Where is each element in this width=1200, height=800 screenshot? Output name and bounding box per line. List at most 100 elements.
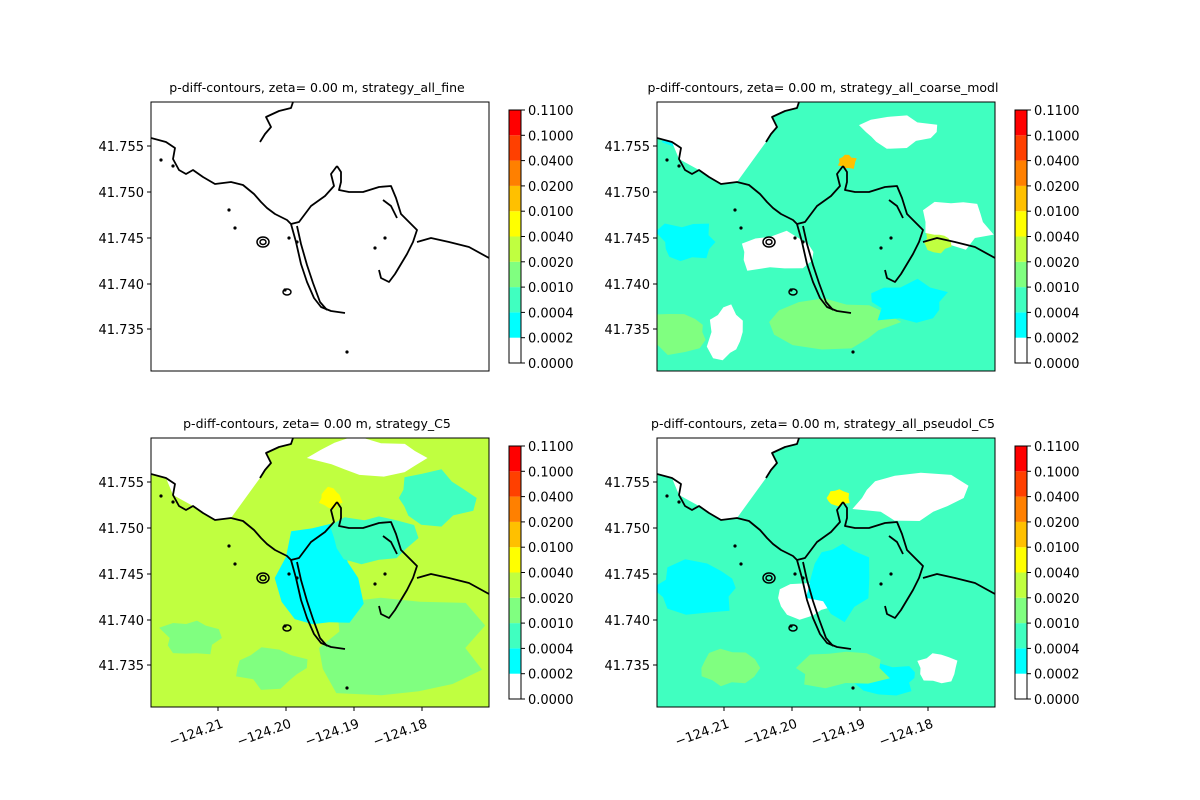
panel-3-colorbar-band-1 [1015,648,1027,674]
panel-1-colorbar-band-6 [1015,185,1027,212]
panel-1-coast-line-3 [765,102,800,143]
panel-1-colorbar-band-9 [1015,110,1027,136]
panel-2-ytick-label-2: 41.745 [99,568,145,583]
panel-1-islet-8 [851,350,855,354]
panel-1-fill-patch-6 [871,278,948,323]
panel-2-colorbar-label-8: 0.0004 [528,642,574,657]
panel-2-island-0 [256,572,270,584]
panel-2-colorbar-label-5: 0.0040 [528,567,574,582]
panel-2-colorbar-label-0: 0.1100 [528,440,574,455]
panel-0-colorbar-label-1: 0.1000 [528,129,574,144]
panel-1-colorbar-band-4 [1015,236,1027,262]
panel-3-colorbar-label-3: 0.0200 [1034,516,1080,531]
panel-1-ytick-label-3: 41.740 [605,278,651,293]
panel-0-coast-line-6 [416,237,489,259]
panel-2-colorbar-band-5 [509,547,521,573]
panel-0-islet-3 [233,226,237,230]
panel-1-colorbar-label-6: 0.0020 [1034,256,1080,271]
panel-3-coast-line-0 [657,473,798,561]
panel-2-islet-6 [383,572,387,576]
panel-3-islet-1 [677,500,681,504]
panel-1-colorbar-label-1: 0.1000 [1034,129,1080,144]
panel-2-fill [151,438,489,707]
panel-3-xticks: −124.21 −124.20 −124.19 −124.18 [673,707,935,750]
panel-2-coast-line-3 [259,438,294,479]
panel-2-ytick-label-0: 41.755 [99,476,145,491]
panel-1-colorbar-label-8: 0.0004 [1034,306,1080,321]
panel-2-islet-0 [159,494,163,498]
panel-1-yticks: 41.755 41.750 41.745 41.740 41.735 [605,140,657,338]
panel-2-islet-1 [171,500,175,504]
panel-3-colorbar-label-8: 0.0004 [1034,642,1080,657]
panel-2-island-1 [259,574,267,582]
panel-1-islet-6 [889,236,893,240]
panel-1-colorbar-label-10: 0.0000 [1034,357,1080,372]
panel-1-land [657,102,799,184]
panel-2-xtick-label-3: −124.18 [371,717,429,750]
panel-2-fill-patch-0 [319,597,486,696]
panel-3-island-0 [762,572,776,584]
panel-0-colorbar-label-5: 0.0040 [528,231,574,246]
panel-0-coast-line-7 [382,199,398,219]
panel-0-colorbar-band-7 [509,160,521,186]
panel-0-title: p-diff-contours, zeta= 0.00 m, strategy_… [169,80,465,95]
panel-3-fill-patch-6 [795,651,890,689]
panel-2-ytick-label-4: 41.735 [99,659,145,674]
panel-1-fill-patch-4 [657,314,706,355]
panel-1-fill-patch-8 [706,304,743,361]
panel-0-colorbar-band-2 [509,287,521,313]
panel-3-xtick-label-0: −124.21 [673,717,731,750]
panel-3-coast-line-5 [842,501,924,619]
panel-0-ytick-label-0: 41.755 [99,140,145,155]
panel-1-coast-line-5 [842,165,924,283]
panel-1-colorbar-label-0: 0.1100 [1034,104,1080,119]
panel-2-fill-patch-3 [159,620,222,655]
panel-3-fill-patch-3 [701,648,761,687]
panel-0-colorbar: 0.1100 0.1000 0.0400 0.0200 0.0100 0.0040 0.00… [508,104,574,372]
panel-3-fill-patch-4 [852,472,969,521]
panel-3-colorbar-label-2: 0.0400 [1034,491,1080,506]
panel-3-fill-patch-0 [657,559,736,615]
panel-2-colorbar-band-1 [509,648,521,674]
panel-1-islet-2 [733,208,737,212]
panel-0-colorbar-band-8 [509,135,521,161]
panel-3-coast-line-4 [796,501,844,561]
panel-3-islet-4 [793,572,797,576]
panel-3-xtick-label-1: −124.20 [741,717,799,750]
panel-1-fill-patch-1 [657,223,716,262]
panel-3-ytick-label-3: 41.740 [605,614,651,629]
panel-0-coastline [151,102,489,354]
panel-0-islet-0 [159,158,163,162]
panel-3-ytick-label-2: 41.745 [605,568,651,583]
panel-2-fill-patch-6 [236,647,308,690]
panel-1-islet-0 [665,158,669,162]
panel-3-colorbar: 0.1100 0.1000 0.0400 0.0200 0.0100 0.0040 0.00… [1014,440,1080,708]
panel-2-coast-line-2 [296,561,328,647]
panel-3-colorbar-label-10: 0.0000 [1034,693,1080,708]
panel-1-islet-5 [801,240,805,244]
panel-2-colorbar-label-1: 0.1000 [528,465,574,480]
panel-0-coast-line-2 [296,225,328,311]
panel-2-land [151,438,293,520]
panel-2-colorbar-label-7: 0.0010 [528,617,574,632]
panel-3-fill-patch-2 [806,543,870,623]
panel-0-coast-line-3 [259,102,294,143]
panel-0-islet-5 [295,240,299,244]
panel-1-islet-4 [793,236,797,240]
panel-2-coast-line-1 [290,559,346,650]
panel-3-fill-patch-8 [917,653,958,684]
panel-3: p-diff-contours, zeta= 0.00 m, strategy_… [605,416,1080,750]
panel-3-yticks: 41.755 41.750 41.745 41.740 41.735 [605,476,657,674]
panel-2-islet-4 [287,572,291,576]
panel-0-colorbar-label-0: 0.1100 [528,104,574,119]
panel-0-coast-line-1 [290,223,346,314]
panel-2-colorbar-band-6 [509,521,521,548]
panel-2-islet-7 [373,582,377,586]
panel-2-islet-3 [233,562,237,566]
panel-1-colorbar-label-5: 0.0040 [1034,231,1080,246]
panel-2-xtick-label-1: −124.20 [235,717,293,750]
panel-2-xtick-label-2: −124.19 [303,717,361,750]
panel-3-title: p-diff-contours, zeta= 0.00 m, strategy_… [651,416,995,431]
panel-1-fill-patch-9 [837,154,857,169]
panel-3-islet-3 [739,562,743,566]
